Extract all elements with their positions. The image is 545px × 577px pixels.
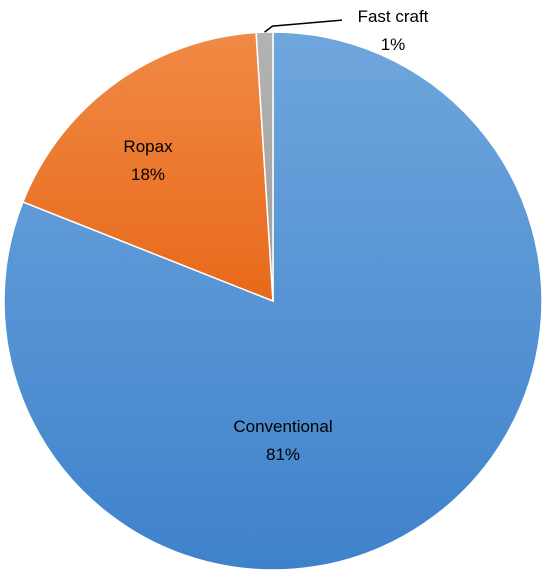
slice-value-conventional: 81% (266, 445, 300, 464)
slice-label-fast-craft: Fast craft (358, 7, 429, 26)
slice-label-conventional: Conventional (233, 417, 332, 436)
labels-layer: Conventional 81% Ropax 18% Fast craft 1% (123, 7, 428, 464)
leader-line-fast-craft (264, 19, 343, 33)
pie-slice-ropax (21, 31, 274, 303)
slice-value-ropax: 18% (131, 165, 165, 184)
slice-value-fast-craft: 1% (381, 35, 406, 54)
slice-label-ropax: Ropax (123, 137, 173, 156)
leader-layer (264, 19, 343, 33)
slices-layer (3, 31, 543, 571)
pie-slice-fast-craft (255, 31, 274, 302)
